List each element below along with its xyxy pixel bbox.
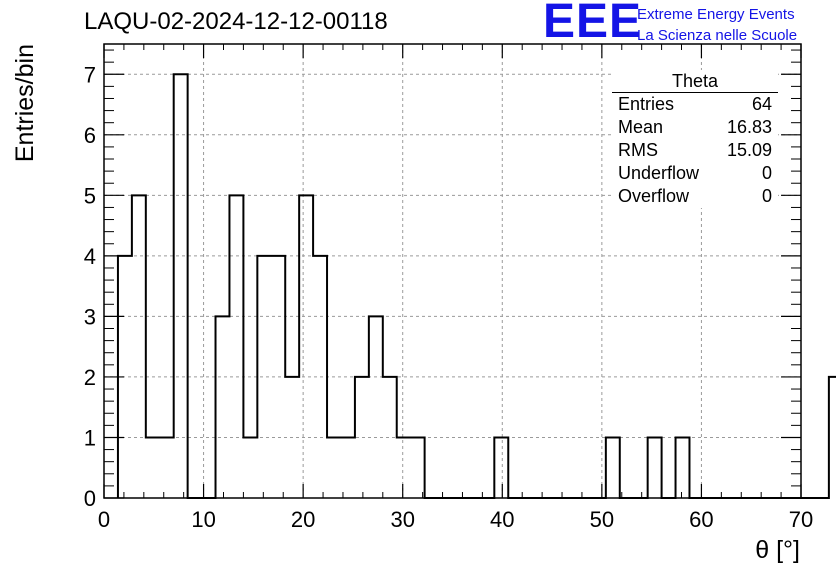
stats-row-entries: Entries 64 (612, 93, 778, 116)
stats-value: 64 (751, 94, 772, 114)
logo-line-2: La Scienza nelle Scuole (637, 27, 798, 44)
eee-logo-text: Extreme Energy Events La Scienza nelle S… (637, 4, 797, 46)
grid-lines (104, 44, 801, 498)
stats-label: Entries (618, 94, 675, 114)
chart-title: LAQU-02-2024-12-12-00118 (84, 8, 388, 35)
x-tick-label: 60 (689, 507, 713, 532)
stats-value: 0 (761, 186, 772, 206)
stats-label: Overflow (618, 186, 690, 206)
y-tick-label: 4 (84, 244, 96, 269)
y-tick-label: 0 (84, 486, 96, 511)
stats-row-mean: Mean 16.83 (612, 116, 778, 139)
x-tick-label: 20 (291, 507, 315, 532)
stats-row-overflow: Overflow 0 (612, 185, 778, 208)
stats-value: 16.83 (726, 117, 772, 137)
y-tick-labels: 0 1 2 3 4 5 6 7 (84, 62, 96, 511)
logo-line-1: Extreme Energy Events (637, 6, 795, 23)
x-tick-label: 70 (789, 507, 813, 532)
stats-row-underflow: Underflow 0 (612, 162, 778, 185)
y-tick-label: 2 (84, 365, 96, 390)
x-tick-label: 0 (98, 507, 110, 532)
y-axis-label: Entries/bin (11, 44, 39, 162)
stats-title: Theta (612, 70, 778, 93)
x-axis-label: θ [°] (755, 536, 800, 564)
axis-ticks (103, 44, 802, 499)
stats-value: 0 (761, 163, 772, 183)
stats-label: Mean (618, 117, 664, 137)
x-tick-labels: 0 10 20 30 40 50 60 70 (98, 507, 813, 532)
stats-box: Theta Entries 64 Mean 16.83 RMS 15.09 Un… (612, 70, 778, 208)
eee-logo: EEE (543, 0, 643, 48)
x-tick-label: 50 (590, 507, 614, 532)
stats-label: Underflow (618, 163, 700, 183)
y-tick-label: 6 (84, 123, 96, 148)
stats-row-rms: RMS 15.09 (612, 139, 778, 162)
y-tick-label: 1 (84, 425, 96, 450)
y-tick-label: 3 (84, 304, 96, 329)
plot-frame (103, 43, 802, 499)
x-tick-label: 10 (191, 507, 215, 532)
stats-value: 15.09 (726, 140, 772, 160)
y-tick-label: 5 (84, 183, 96, 208)
stats-label: RMS (618, 140, 658, 160)
x-tick-label: 40 (490, 507, 514, 532)
y-tick-label: 7 (84, 62, 96, 87)
x-tick-label: 30 (390, 507, 414, 532)
